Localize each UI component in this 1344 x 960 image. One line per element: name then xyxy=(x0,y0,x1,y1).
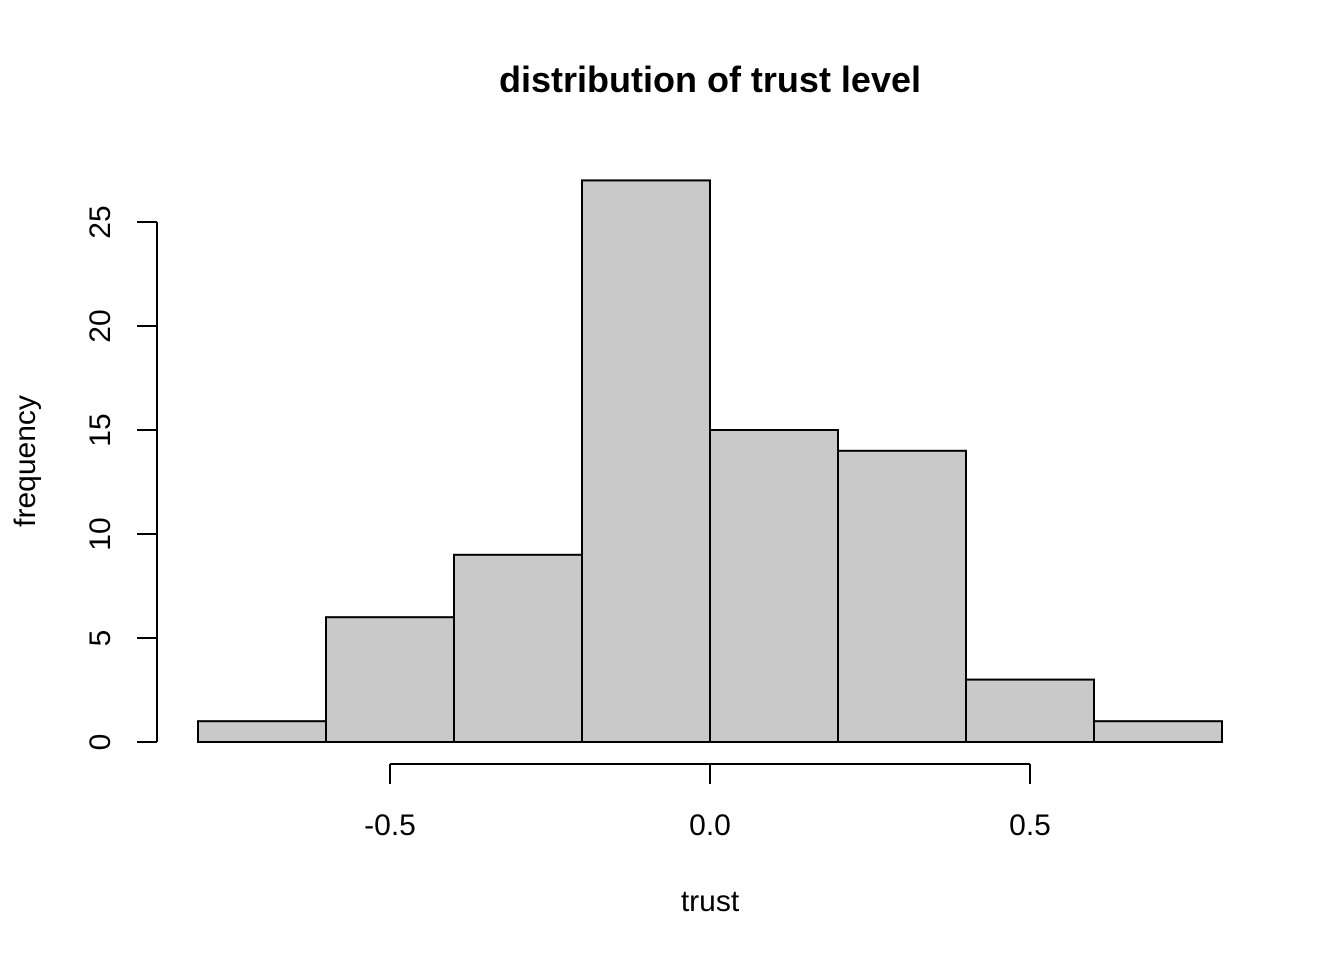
x-axis: -0.5 0.0 0.5 xyxy=(364,763,1051,842)
x-axis-label: trust xyxy=(681,885,740,918)
chart-title: distribution of trust level xyxy=(499,59,921,100)
histogram-bar-5 xyxy=(837,449,967,743)
y-tick-label: 25 xyxy=(84,205,117,238)
histogram-bar-0 xyxy=(197,720,327,744)
y-tick-label: 15 xyxy=(84,413,117,446)
y-tick-label: 10 xyxy=(84,517,117,550)
y-axis: 0 5 10 15 20 25 xyxy=(84,205,158,751)
histogram-bar-1 xyxy=(325,616,455,744)
x-tick-label: -0.5 xyxy=(364,809,416,842)
bars-group xyxy=(197,179,1223,744)
y-axis-label: frequency xyxy=(9,395,42,527)
y-tick-label: 5 xyxy=(84,630,117,647)
histogram-bar-7 xyxy=(1093,720,1223,744)
histogram-bar-3 xyxy=(581,179,711,743)
x-tick-label: 0.5 xyxy=(1009,809,1051,842)
y-tick-label: 20 xyxy=(84,309,117,342)
y-tick-label: 0 xyxy=(84,734,117,751)
histogram-bar-2 xyxy=(453,553,583,743)
histogram-bar-6 xyxy=(965,678,1095,743)
histogram-bar-4 xyxy=(709,429,839,743)
x-tick-label: 0.0 xyxy=(689,809,731,842)
